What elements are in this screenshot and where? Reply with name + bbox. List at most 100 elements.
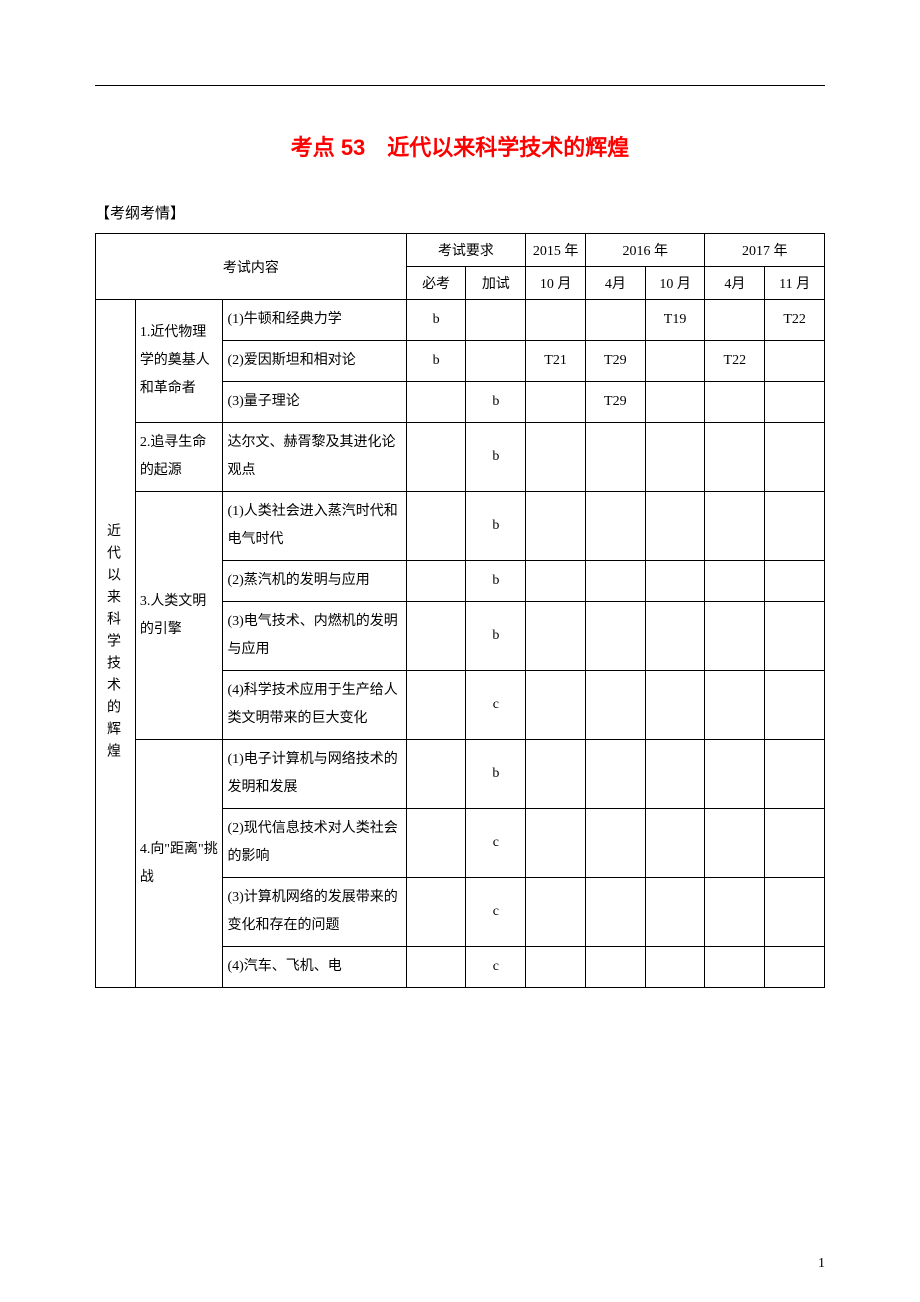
exam-table: 考试内容 考试要求 2015 年 2016 年 2017 年 必考 加试 10 … xyxy=(95,233,825,988)
cell-y17-4: T22 xyxy=(705,341,765,382)
topic-cell: 2.追寻生命的起源 xyxy=(135,423,223,492)
cell-y15-10 xyxy=(526,382,586,423)
cell-extra: b xyxy=(466,382,526,423)
cell-y16-10 xyxy=(645,947,705,988)
cell-y15-10: T21 xyxy=(526,341,586,382)
point-cell: (3)计算机网络的发展带来的变化和存在的问题 xyxy=(223,878,406,947)
cell-y16-10 xyxy=(645,671,705,740)
cell-y17-11 xyxy=(765,492,825,561)
cell-mandatory xyxy=(406,740,466,809)
cell-y16-4: T29 xyxy=(585,341,645,382)
cell-mandatory xyxy=(406,947,466,988)
header-2015-oct: 10 月 xyxy=(526,267,586,300)
topic-cell: 1.近代物理学的奠基人和革命者 xyxy=(135,300,223,423)
cell-y15-10 xyxy=(526,492,586,561)
cell-y16-4 xyxy=(585,602,645,671)
cell-y17-4 xyxy=(705,878,765,947)
cell-y17-4 xyxy=(705,300,765,341)
cell-mandatory: b xyxy=(406,341,466,382)
header-2017-apr: 4月 xyxy=(705,267,765,300)
cell-extra: c xyxy=(466,809,526,878)
cell-extra xyxy=(466,300,526,341)
point-cell: (1)人类社会进入蒸汽时代和电气时代 xyxy=(223,492,406,561)
cell-y16-10 xyxy=(645,602,705,671)
cell-y17-11: T22 xyxy=(765,300,825,341)
cell-extra: c xyxy=(466,878,526,947)
cell-y17-4 xyxy=(705,947,765,988)
header-year-2017: 2017 年 xyxy=(705,234,825,267)
table-row: 近代以来科学技术的辉煌 1.近代物理学的奠基人和革命者 (1)牛顿和经典力学 b… xyxy=(96,300,825,341)
cell-y16-4 xyxy=(585,423,645,492)
cell-y17-11 xyxy=(765,671,825,740)
cell-mandatory xyxy=(406,602,466,671)
cell-extra: b xyxy=(466,740,526,809)
cell-extra xyxy=(466,341,526,382)
cell-y17-11 xyxy=(765,809,825,878)
cell-y16-10 xyxy=(645,492,705,561)
cell-y16-10 xyxy=(645,341,705,382)
topic-cell: 4.向"距离"挑战 xyxy=(135,740,223,988)
point-cell: (1)牛顿和经典力学 xyxy=(223,300,406,341)
header-exam-content: 考试内容 xyxy=(96,234,407,300)
cell-y15-10 xyxy=(526,947,586,988)
cell-y16-4 xyxy=(585,878,645,947)
cell-y16-10 xyxy=(645,382,705,423)
header-year-2015: 2015 年 xyxy=(526,234,586,267)
cell-y16-4: T29 xyxy=(585,382,645,423)
table-row: 2.追寻生命的起源 达尔文、赫胥黎及其进化论观点 b xyxy=(96,423,825,492)
document-page: 考点 53 近代以来科学技术的辉煌 【考纲考情】 考试内容 考试要求 2015 … xyxy=(0,0,920,1302)
table-row: 3.人类文明的引擎 (1)人类社会进入蒸汽时代和电气时代 b xyxy=(96,492,825,561)
point-cell: 达尔文、赫胥黎及其进化论观点 xyxy=(223,423,406,492)
header-mandatory: 必考 xyxy=(406,267,466,300)
unit-title: 近代以来科学技术的辉煌 xyxy=(96,300,136,988)
cell-mandatory xyxy=(406,671,466,740)
section-label: 【考纲考情】 xyxy=(95,202,825,223)
point-cell: (3)量子理论 xyxy=(223,382,406,423)
cell-y16-10: T19 xyxy=(645,300,705,341)
point-cell: (1)电子计算机与网络技术的发明和发展 xyxy=(223,740,406,809)
cell-y15-10 xyxy=(526,602,586,671)
cell-y16-10 xyxy=(645,740,705,809)
cell-y16-4 xyxy=(585,947,645,988)
cell-y17-11 xyxy=(765,423,825,492)
cell-mandatory xyxy=(406,561,466,602)
cell-y15-10 xyxy=(526,561,586,602)
cell-y16-4 xyxy=(585,492,645,561)
header-exam-req: 考试要求 xyxy=(406,234,526,267)
point-cell: (4)科学技术应用于生产给人类文明带来的巨大变化 xyxy=(223,671,406,740)
cell-y17-11 xyxy=(765,947,825,988)
cell-extra: c xyxy=(466,947,526,988)
point-cell: (3)电气技术、内燃机的发明与应用 xyxy=(223,602,406,671)
cell-mandatory xyxy=(406,878,466,947)
cell-y17-4 xyxy=(705,602,765,671)
cell-y17-11 xyxy=(765,341,825,382)
cell-mandatory xyxy=(406,423,466,492)
cell-y16-10 xyxy=(645,809,705,878)
table-header-row: 考试内容 考试要求 2015 年 2016 年 2017 年 xyxy=(96,234,825,267)
cell-y17-4 xyxy=(705,561,765,602)
cell-y17-11 xyxy=(765,878,825,947)
cell-y16-4 xyxy=(585,809,645,878)
cell-extra: b xyxy=(466,492,526,561)
cell-y17-11 xyxy=(765,602,825,671)
point-cell: (2)蒸汽机的发明与应用 xyxy=(223,561,406,602)
header-2016-apr: 4月 xyxy=(585,267,645,300)
cell-y15-10 xyxy=(526,878,586,947)
cell-y17-11 xyxy=(765,740,825,809)
cell-y17-4 xyxy=(705,809,765,878)
cell-y17-11 xyxy=(765,382,825,423)
page-title: 考点 53 近代以来科学技术的辉煌 xyxy=(95,130,825,162)
cell-y17-4 xyxy=(705,740,765,809)
cell-y17-4 xyxy=(705,423,765,492)
cell-y16-10 xyxy=(645,423,705,492)
cell-extra: b xyxy=(466,423,526,492)
cell-extra: c xyxy=(466,671,526,740)
page-number: 1 xyxy=(818,1256,825,1272)
cell-y17-4 xyxy=(705,492,765,561)
cell-y15-10 xyxy=(526,423,586,492)
header-year-2016: 2016 年 xyxy=(585,234,705,267)
header-2017-nov: 11 月 xyxy=(765,267,825,300)
cell-y15-10 xyxy=(526,671,586,740)
cell-y16-4 xyxy=(585,740,645,809)
point-cell: (4)汽车、飞机、电 xyxy=(223,947,406,988)
